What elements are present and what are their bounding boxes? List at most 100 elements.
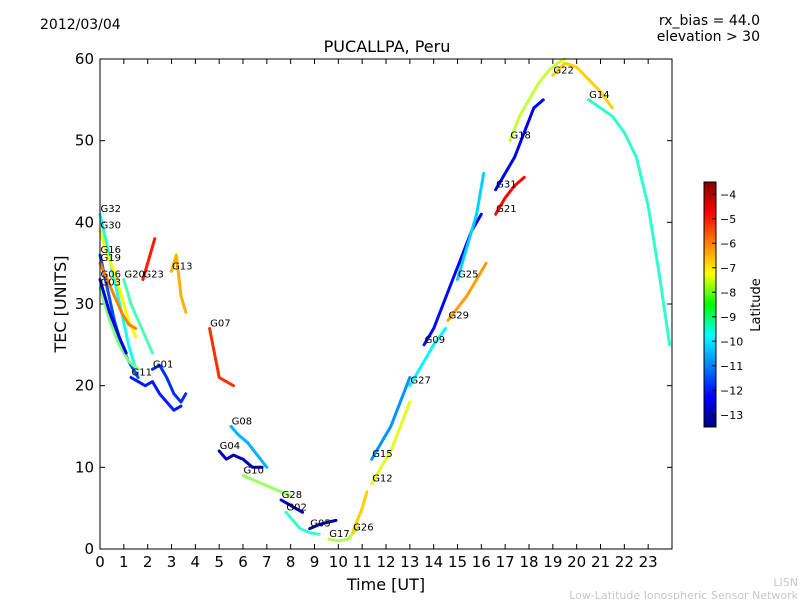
series-label-g21: G21 xyxy=(496,204,516,215)
x-tick-label: 10 xyxy=(329,553,348,571)
x-tick-label: 21 xyxy=(591,553,610,571)
colorbar-tick-label: −9 xyxy=(720,311,736,324)
series-label-g08: G08 xyxy=(232,417,252,428)
x-tick-label: 3 xyxy=(167,553,177,571)
series-label-g12: G12 xyxy=(372,474,392,485)
plot-frame xyxy=(99,58,673,550)
colorbar-tick-label: −8 xyxy=(720,286,736,299)
series-label-g11: G11 xyxy=(131,368,151,379)
x-tick-label: 13 xyxy=(400,553,419,571)
series-label-g15: G15 xyxy=(372,449,392,460)
y-tick-label: 20 xyxy=(75,377,94,395)
series-line-g26 xyxy=(351,490,369,535)
x-tick-label: 19 xyxy=(543,553,562,571)
x-tick-label: 4 xyxy=(191,553,201,571)
x-tick-label: 9 xyxy=(310,553,320,571)
series-line-g23 xyxy=(141,237,157,281)
series-label-g10: G10 xyxy=(244,466,264,477)
series-label-g13: G13 xyxy=(172,261,192,272)
series-line-g03 xyxy=(98,286,140,371)
x-tick-label: 15 xyxy=(448,553,467,571)
date-label: 2012/03/04 xyxy=(40,17,121,33)
x-tick-label: 16 xyxy=(472,553,491,571)
series-label-g30: G30 xyxy=(101,221,121,232)
series-line-g07 xyxy=(208,327,235,388)
series-label-g16: G16 xyxy=(101,245,121,256)
y-tick-label: 0 xyxy=(84,540,94,558)
series-label-g14: G14 xyxy=(589,90,609,101)
series-line-g06 xyxy=(98,278,128,355)
series-label-g31: G31 xyxy=(496,180,516,191)
ticks-layer: 0 1 2 3 4 5 6 7 8 9 10 11 12 13 14 15 16 17 18 19 20 21 22 2301… xyxy=(75,50,672,571)
colorbar-title: Latitude xyxy=(749,278,764,332)
series-label-g17: G17 xyxy=(329,529,349,540)
series-label-g04: G04 xyxy=(220,441,240,452)
series-label-g32: G32 xyxy=(101,204,121,215)
y-tick-label: 50 xyxy=(75,132,94,150)
colorbar-tick-label: −11 xyxy=(720,360,743,373)
x-tick-label: 6 xyxy=(238,553,248,571)
series-line-g10 xyxy=(241,474,293,498)
x-tick-label: 7 xyxy=(262,553,272,571)
series-line-g13 xyxy=(170,253,188,314)
colorbar-tick-label: −12 xyxy=(720,384,743,397)
x-tick-label: 11 xyxy=(353,553,372,571)
x-tick-label: 14 xyxy=(424,553,443,571)
x-tick-label: 0 xyxy=(95,553,105,571)
colorbar-tick-label: −6 xyxy=(720,237,736,250)
x-tick-label: 17 xyxy=(496,553,515,571)
chart-title: PUCALLPA, Peru xyxy=(323,37,451,56)
series-label-g07: G07 xyxy=(210,319,230,330)
series-line-g18 xyxy=(508,57,567,143)
series-label-g19: G19 xyxy=(101,253,121,264)
elevation-label: elevation > 30 xyxy=(656,29,760,45)
series-line-g31 xyxy=(494,98,545,192)
credit-short: LISN xyxy=(773,576,798,589)
series-line-g22 xyxy=(551,61,614,110)
receiver-info: rx_bias = 44.0 elevation > 30 xyxy=(657,13,760,45)
series-line-g04 xyxy=(217,449,264,469)
series-label-g05: G05 xyxy=(310,519,330,530)
series-line-g11 xyxy=(129,376,183,412)
colorbar-tick-label: −5 xyxy=(720,213,736,226)
series-line-g12 xyxy=(370,400,412,486)
series-label-g03: G03 xyxy=(101,278,121,289)
series-line-g30 xyxy=(98,229,138,339)
series-line-g02 xyxy=(284,510,321,536)
series-line-g27 xyxy=(408,327,448,388)
x-axis-title: Time [UT] xyxy=(346,575,425,594)
series-line-g20 xyxy=(122,278,154,355)
series-line-g25 xyxy=(456,171,486,281)
y-tick-label: 40 xyxy=(75,213,94,231)
colorbar-ticks: −4 −5 −6 −7 −8 −9 −10 −11 −12 −13 xyxy=(712,188,743,422)
colorbar-tick-label: −7 xyxy=(720,262,736,275)
colorbar-tick-label: −10 xyxy=(720,335,743,348)
series-line-g29 xyxy=(446,261,488,322)
credit-long: Low-Latitude Ionospheric Sensor Network xyxy=(569,589,798,600)
colorbar-tick-label: −4 xyxy=(720,188,736,201)
x-tick-label: 5 xyxy=(214,553,224,571)
rx-bias-label: rx_bias = 44.0 xyxy=(658,13,760,29)
x-tick-label: 1 xyxy=(119,553,129,571)
y-tick-label: 30 xyxy=(75,295,94,313)
series-label-g02: G02 xyxy=(286,502,306,513)
series-label-g01: G01 xyxy=(153,359,173,370)
series-line-g01 xyxy=(150,363,188,404)
x-tick-label: 23 xyxy=(639,553,658,571)
y-tick-label: 60 xyxy=(75,50,94,68)
series-line-g14 xyxy=(587,98,672,347)
y-tick-label: 10 xyxy=(75,458,94,476)
x-tick-label: 8 xyxy=(286,553,296,571)
series-line-g15 xyxy=(370,376,412,461)
series-label-g23: G23 xyxy=(143,270,163,281)
series-label-g27: G27 xyxy=(410,376,430,387)
series-label-g26: G26 xyxy=(353,523,373,534)
series-line-g21 xyxy=(494,175,526,216)
x-tick-label: 18 xyxy=(519,553,538,571)
colorbar-tick-label: −13 xyxy=(720,409,743,422)
series-label-g06: G06 xyxy=(101,270,121,281)
series-label-g18: G18 xyxy=(510,131,530,142)
series-line-g19 xyxy=(98,261,138,330)
